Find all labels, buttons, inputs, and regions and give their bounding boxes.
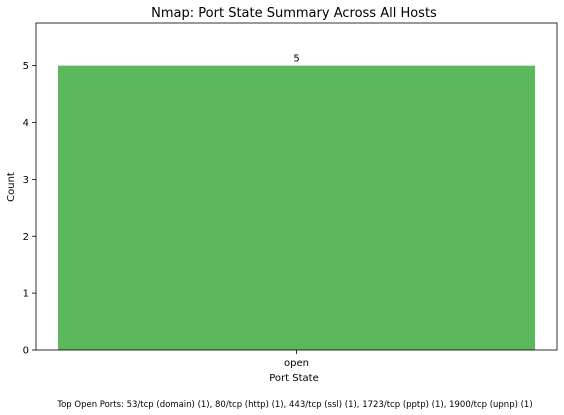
y-tick-label-4: 4 <box>23 118 29 129</box>
plot-frame <box>35 22 558 351</box>
bar-open <box>58 65 535 351</box>
footnote: Top Open Ports: 53/tcp (domain) (1), 80/… <box>56 400 532 410</box>
data-label-open: 5 <box>293 54 299 65</box>
y-tick-label-1: 1 <box>23 289 29 300</box>
x-tick-label-open: open <box>284 358 309 369</box>
y-tick-label-0: 0 <box>23 346 29 357</box>
y-tick-label-5: 5 <box>23 61 29 72</box>
y-axis-label: Count <box>6 172 17 202</box>
x-axis-label: Port State <box>269 373 318 384</box>
y-tick-label-2: 2 <box>23 232 29 243</box>
chart-title: Nmap: Port State Summary Across All Host… <box>151 6 437 21</box>
y-tick-label-3: 3 <box>23 175 29 186</box>
plot-area: 5 open 0 1 2 3 4 5 <box>23 54 535 369</box>
